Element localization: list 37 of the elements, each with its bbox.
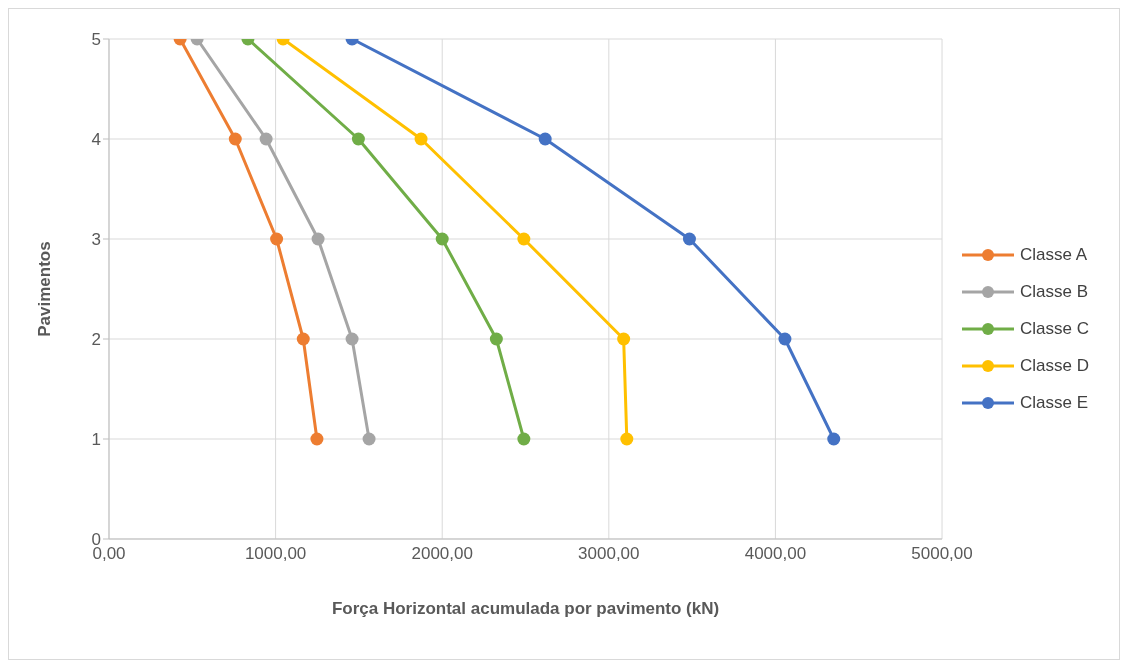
point (682, 232, 696, 246)
y-axis-title: Pavimentos (35, 241, 55, 337)
point (827, 432, 841, 446)
x-tick-label: 4000,00 (744, 544, 807, 564)
legend-label: Classe C (1020, 319, 1089, 339)
point (414, 132, 428, 146)
y-tick-label: 2 (91, 330, 101, 350)
point (620, 432, 634, 446)
point (778, 332, 792, 346)
y-tick-label: 4 (91, 130, 101, 150)
x-tick-label: 2000,00 (411, 544, 473, 564)
x-axis-title: Força Horizontal acumulada por pavimento (kN) (331, 599, 720, 618)
point (228, 132, 242, 146)
y-tick-label: 1 (91, 430, 101, 450)
y-tick-label: 5 (91, 30, 101, 50)
legend-label: Classe B (1020, 282, 1089, 302)
point (311, 232, 325, 246)
point (617, 332, 631, 346)
point (362, 432, 376, 446)
legend-label: Classe E (1020, 393, 1089, 413)
point (538, 132, 552, 146)
point (435, 232, 449, 246)
x-tick-label: 5000,00 (911, 544, 973, 564)
point (345, 332, 359, 346)
point (296, 332, 310, 346)
point (310, 432, 324, 446)
point (489, 332, 503, 346)
x-tick-label: 3000,00 (578, 544, 640, 564)
x-tick-label: 1000,00 (244, 544, 307, 564)
legend-label: Classe D (1020, 356, 1089, 376)
point (517, 232, 531, 246)
point (259, 132, 273, 146)
legend-label: Classe A (1020, 245, 1088, 265)
point (517, 432, 531, 446)
point (351, 132, 365, 146)
y-tick-label: 3 (91, 230, 101, 250)
point (270, 232, 284, 246)
